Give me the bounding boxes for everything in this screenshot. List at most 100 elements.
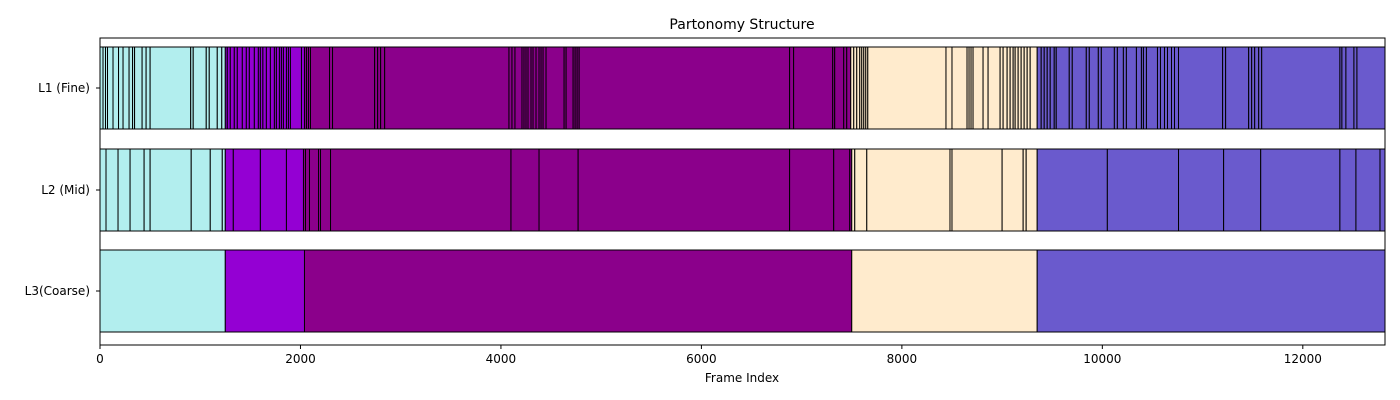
segment-row2-26 <box>854 148 868 232</box>
segment-row2-5 <box>149 148 192 232</box>
x-tick-label: 12000 <box>1284 352 1322 366</box>
segment-row2-3 <box>129 148 145 232</box>
segment-row2-38 <box>1339 148 1357 232</box>
segment-row1-105 <box>1036 46 1042 130</box>
segment-row2-32 <box>1025 148 1038 232</box>
segment-row2-39 <box>1355 148 1381 232</box>
segment-row1-45 <box>309 46 331 130</box>
segment-row2-19 <box>510 148 540 232</box>
segment-row1-86 <box>945 46 953 130</box>
segment-row3-0 <box>99 249 226 333</box>
segment-row1-91 <box>972 46 984 130</box>
segment-row1-40 <box>289 46 302 130</box>
segment-row1-139 <box>1261 46 1341 130</box>
segment-row1-72 <box>789 46 795 130</box>
y-tick-label: L2 (Mid) <box>41 183 90 197</box>
segment-row1-4 <box>112 46 120 130</box>
segment-row1-54 <box>514 46 523 130</box>
segment-row2-36 <box>1223 148 1262 232</box>
segment-row1-142 <box>1345 46 1355 130</box>
segment-row1-111 <box>1055 46 1070 130</box>
segment-row1-27 <box>253 46 259 130</box>
segment-row1-16 <box>208 46 218 130</box>
segment-row1-3 <box>107 46 114 130</box>
x-tick-label: 10000 <box>1083 352 1121 366</box>
segment-row2-12 <box>285 148 304 232</box>
segment-row1-77 <box>846 46 852 130</box>
segment-row1-67 <box>565 46 574 130</box>
segment-row1-85 <box>867 46 947 130</box>
x-tick-label: 2000 <box>285 352 316 366</box>
x-tick-label: 4000 <box>486 352 517 366</box>
segment-row1-144 <box>1356 46 1386 130</box>
segment-row2-18 <box>330 148 512 232</box>
plot-frame <box>99 37 1386 346</box>
segment-row1-47 <box>332 46 376 130</box>
segment-row2-11 <box>259 148 287 232</box>
chart-title: Partonomy Structure <box>669 17 814 33</box>
x-axis-label: Frame Index <box>705 371 779 385</box>
segment-row3-2 <box>303 249 853 333</box>
segment-row2-34 <box>1106 148 1180 232</box>
segment-row1-137 <box>1254 46 1260 130</box>
segment-row2-6 <box>190 148 211 232</box>
segment-row1-125 <box>1145 46 1158 130</box>
x-tick-label: 8000 <box>887 352 918 366</box>
segment-row1-71 <box>578 46 791 130</box>
x-tick-label: 6000 <box>686 352 717 366</box>
segment-row2-29 <box>951 148 1003 232</box>
segment-row1-10 <box>141 46 147 130</box>
segment-row2-0 <box>99 148 107 232</box>
segment-row1-113 <box>1071 46 1087 130</box>
segment-row1-131 <box>1174 46 1180 130</box>
segment-row2-37 <box>1260 148 1341 232</box>
segment-row2-35 <box>1178 148 1225 232</box>
segment-row2-15 <box>308 148 320 232</box>
segment-row1-129 <box>1166 46 1173 130</box>
segment-row1-50 <box>380 46 386 130</box>
segment-row1-51 <box>384 46 510 130</box>
segment-row3-4 <box>1036 249 1386 333</box>
segment-row1-24 <box>241 46 247 130</box>
segment-row2-1 <box>105 148 119 232</box>
y-tick-label: L3(Coarse) <box>25 284 90 298</box>
segment-row1-87 <box>951 46 968 130</box>
segment-row2-2 <box>117 148 131 232</box>
segment-row1-134 <box>1225 46 1250 130</box>
segment-row1-21 <box>229 46 235 130</box>
segment-row1-104 <box>1029 46 1038 130</box>
segment-row2-9 <box>224 148 234 232</box>
segment-row1-141 <box>1341 46 1347 130</box>
segment-row2-17 <box>320 148 332 232</box>
segment-row1-23 <box>236 46 243 130</box>
segment-row1-30 <box>262 46 267 130</box>
segment-row1-127 <box>1159 46 1165 130</box>
segment-row2-33 <box>1036 148 1108 232</box>
segment-row1-122 <box>1135 46 1142 130</box>
segment-row2-22 <box>789 148 835 232</box>
segment-row2-10 <box>232 148 261 232</box>
segment-row1-11 <box>145 46 151 130</box>
segment-row3-1 <box>224 249 305 333</box>
segment-row1-17 <box>216 46 223 130</box>
segment-row1-109 <box>1049 46 1055 130</box>
segment-row2-30 <box>1001 148 1024 232</box>
segment-row2-20 <box>538 148 579 232</box>
segment-row1-32 <box>269 46 275 130</box>
segment-row1-31 <box>265 46 271 130</box>
segment-row2-27 <box>866 148 951 232</box>
segment-row1-9 <box>134 46 143 130</box>
segment-row1-12 <box>149 46 192 130</box>
segment-row1-95 <box>1002 46 1008 130</box>
segment-row2-7 <box>209 148 223 232</box>
segment-row1-115 <box>1088 46 1099 130</box>
segment-row1-121 <box>1125 46 1137 130</box>
segment-row1-7 <box>128 46 134 130</box>
segment-row2-40 <box>1379 148 1386 232</box>
x-tick-label: 0 <box>96 352 104 366</box>
segment-row1-132 <box>1178 46 1224 130</box>
segment-row1-18 <box>221 46 226 130</box>
segment-row1-65 <box>545 46 565 130</box>
segment-row1-75 <box>834 46 845 130</box>
